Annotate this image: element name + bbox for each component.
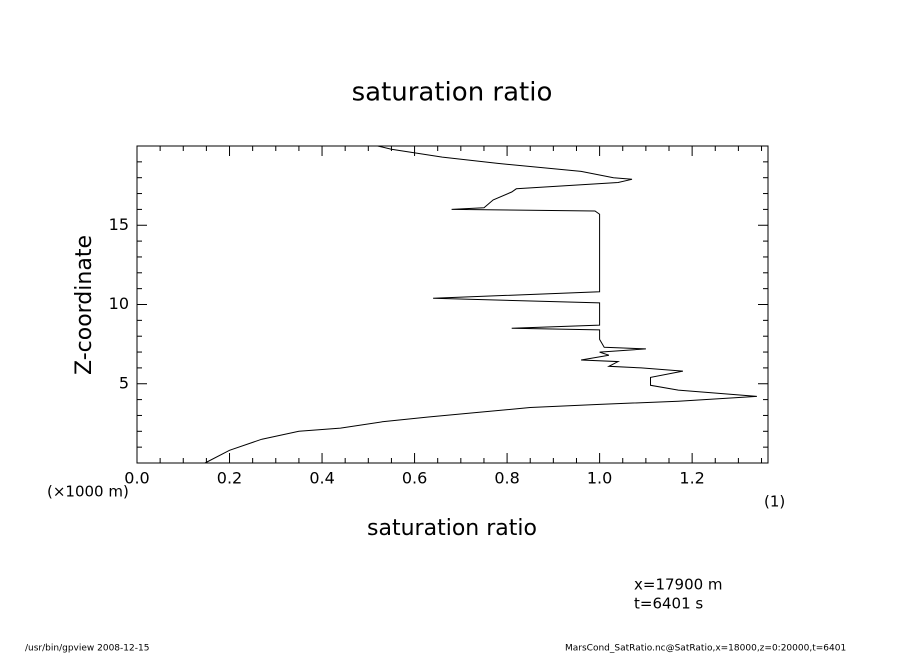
x-tick-label: 0.6: [402, 469, 427, 488]
y-tick-label: 10: [109, 294, 129, 313]
plot-frame: [136, 145, 769, 464]
annotation: t=6401 s: [634, 595, 703, 613]
x-tick-label: 0.8: [494, 469, 519, 488]
y-unit: (×1000 m): [47, 483, 129, 501]
y-tick-label: 15: [109, 215, 129, 234]
x-axis-label: saturation ratio: [367, 516, 537, 541]
x-tick-label: 0.0: [124, 469, 149, 488]
y-axis-label: Z-coordinate: [72, 235, 97, 375]
profile-line: [204, 145, 757, 464]
x-unit: (1): [764, 493, 785, 511]
footer: /usr/bin/gpview 2008-12-15: [25, 644, 149, 654]
y-tick-label: 5: [119, 373, 129, 392]
annotation: x=17900 m: [634, 576, 723, 594]
x-tick-label: 1.0: [587, 469, 612, 488]
x-tick-label: 0.4: [309, 469, 334, 488]
footer: MarsCond_SatRatio.nc@SatRatio,x=18000,z=…: [565, 644, 846, 654]
x-tick-label: 1.2: [679, 469, 704, 488]
x-tick-label: 0.2: [217, 469, 242, 488]
chart-title: saturation ratio: [352, 78, 553, 108]
